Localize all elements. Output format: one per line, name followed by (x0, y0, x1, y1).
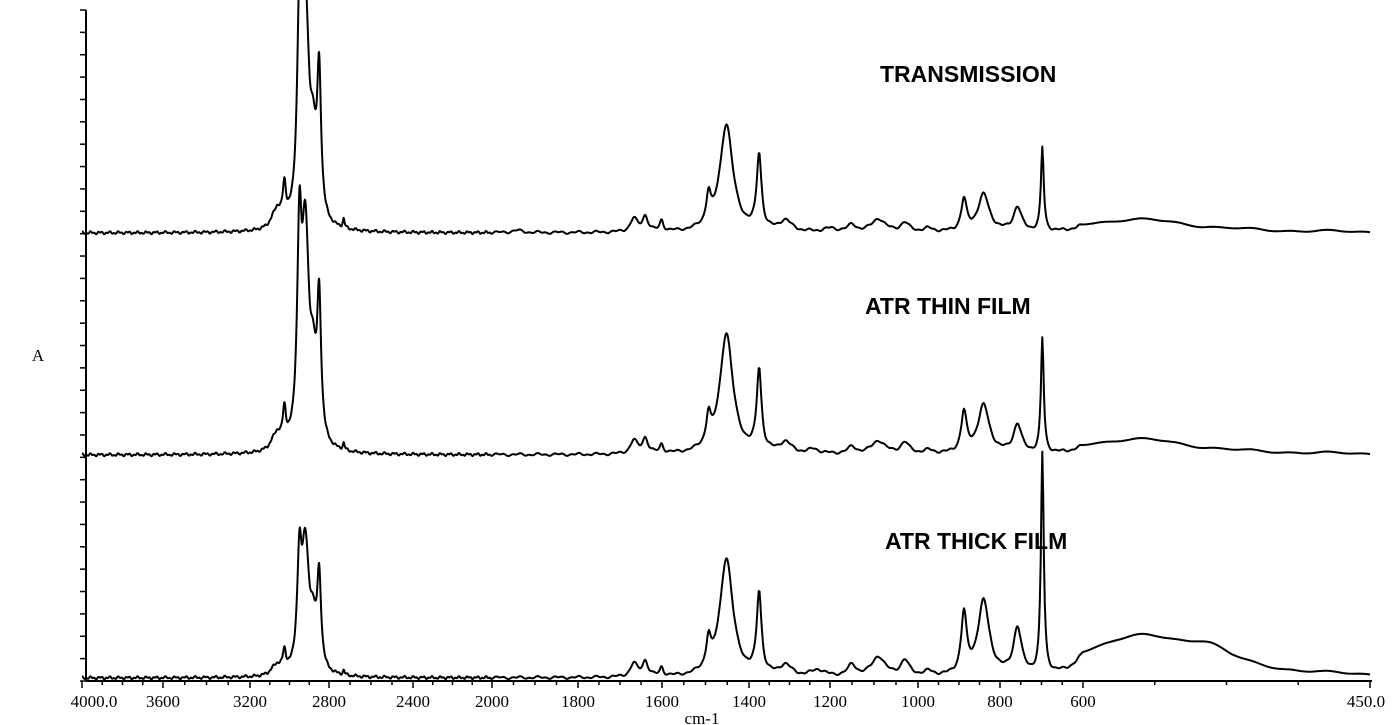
x-tick-label: 1000 (901, 692, 935, 711)
spectrum-label-2: ATR THIN FILM (865, 293, 1031, 319)
x-tick-label: 1200 (813, 692, 847, 711)
spectrum-labels: TRANSMISSION ATR THIN FILM ATR THICK FILM (865, 61, 1067, 554)
x-axis: 4000.0 3600 3200 2800 2400 2000 1800 1600 1400 12… (71, 680, 1385, 711)
x-tick-label: 4000.0 (71, 692, 118, 711)
spectrum-traces (81, 0, 1371, 681)
x-tick-label: 800 (987, 692, 1013, 711)
spectrum-trace-3 (81, 450, 1371, 681)
spectrum-trace-2 (81, 184, 1371, 458)
x-tick-label: 2400 (396, 692, 430, 711)
x-tick-label: 3600 (146, 692, 180, 711)
x-tick-label: 450.0 (1347, 692, 1385, 711)
x-tick-label: 2800 (312, 692, 346, 711)
spectrum-trace-1 (81, 0, 1371, 236)
x-axis-label: cm-1 (685, 709, 720, 725)
spectrum-label-1: TRANSMISSION (880, 61, 1056, 87)
x-tick-label: 1600 (645, 692, 679, 711)
x-tick-label: 1400 (732, 692, 766, 711)
y-axis (80, 9, 87, 682)
x-tick-label: 3200 (233, 692, 267, 711)
spectrum-label-3: ATR THICK FILM (885, 528, 1067, 554)
x-tick-label: 2000 (475, 692, 509, 711)
x-tick-label: 1800 (561, 692, 595, 711)
y-axis-label: A (32, 346, 45, 365)
x-tick-label: 600 (1070, 692, 1096, 711)
